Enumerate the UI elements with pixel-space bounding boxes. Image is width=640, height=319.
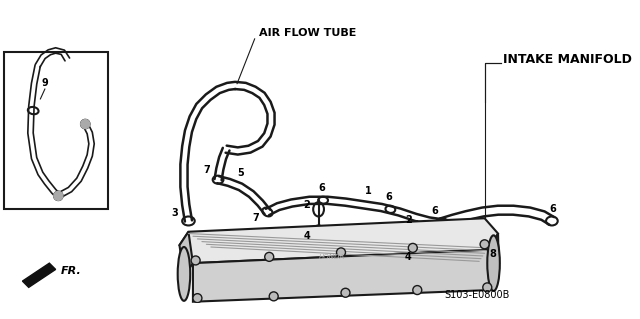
Ellipse shape xyxy=(487,235,500,291)
Text: 4: 4 xyxy=(405,252,412,263)
Circle shape xyxy=(269,292,278,301)
Text: 1: 1 xyxy=(365,186,371,196)
Text: 5: 5 xyxy=(237,168,244,178)
Polygon shape xyxy=(22,263,56,287)
Text: 6: 6 xyxy=(432,206,438,216)
Text: 4: 4 xyxy=(303,231,310,241)
Circle shape xyxy=(54,191,63,200)
Polygon shape xyxy=(489,234,499,290)
Text: S103-E0800B: S103-E0800B xyxy=(444,290,509,300)
Text: 6: 6 xyxy=(318,183,324,193)
Text: HONDA: HONDA xyxy=(319,254,345,260)
Circle shape xyxy=(480,240,489,249)
Circle shape xyxy=(193,294,202,303)
Text: 2: 2 xyxy=(303,199,310,210)
Polygon shape xyxy=(179,232,193,277)
Circle shape xyxy=(265,252,274,261)
Text: 3: 3 xyxy=(172,208,179,218)
Text: 7: 7 xyxy=(252,213,259,223)
Bar xyxy=(4,52,108,209)
Polygon shape xyxy=(179,218,498,263)
Polygon shape xyxy=(193,250,489,302)
Text: 9: 9 xyxy=(42,78,48,88)
Text: FR.: FR. xyxy=(61,266,82,276)
Circle shape xyxy=(81,120,90,129)
Text: 7: 7 xyxy=(203,166,210,175)
Circle shape xyxy=(191,256,200,265)
Circle shape xyxy=(408,243,417,252)
Circle shape xyxy=(341,288,350,297)
Text: INTAKE MANIFOLD: INTAKE MANIFOLD xyxy=(502,53,632,66)
Circle shape xyxy=(483,283,492,292)
Text: 6: 6 xyxy=(550,204,556,214)
Text: AIR FLOW TUBE: AIR FLOW TUBE xyxy=(259,27,356,38)
Text: 8: 8 xyxy=(489,249,496,259)
Text: 2: 2 xyxy=(405,215,412,225)
Ellipse shape xyxy=(178,247,190,301)
Circle shape xyxy=(413,286,422,294)
Text: 6: 6 xyxy=(385,192,392,202)
Circle shape xyxy=(337,248,346,257)
